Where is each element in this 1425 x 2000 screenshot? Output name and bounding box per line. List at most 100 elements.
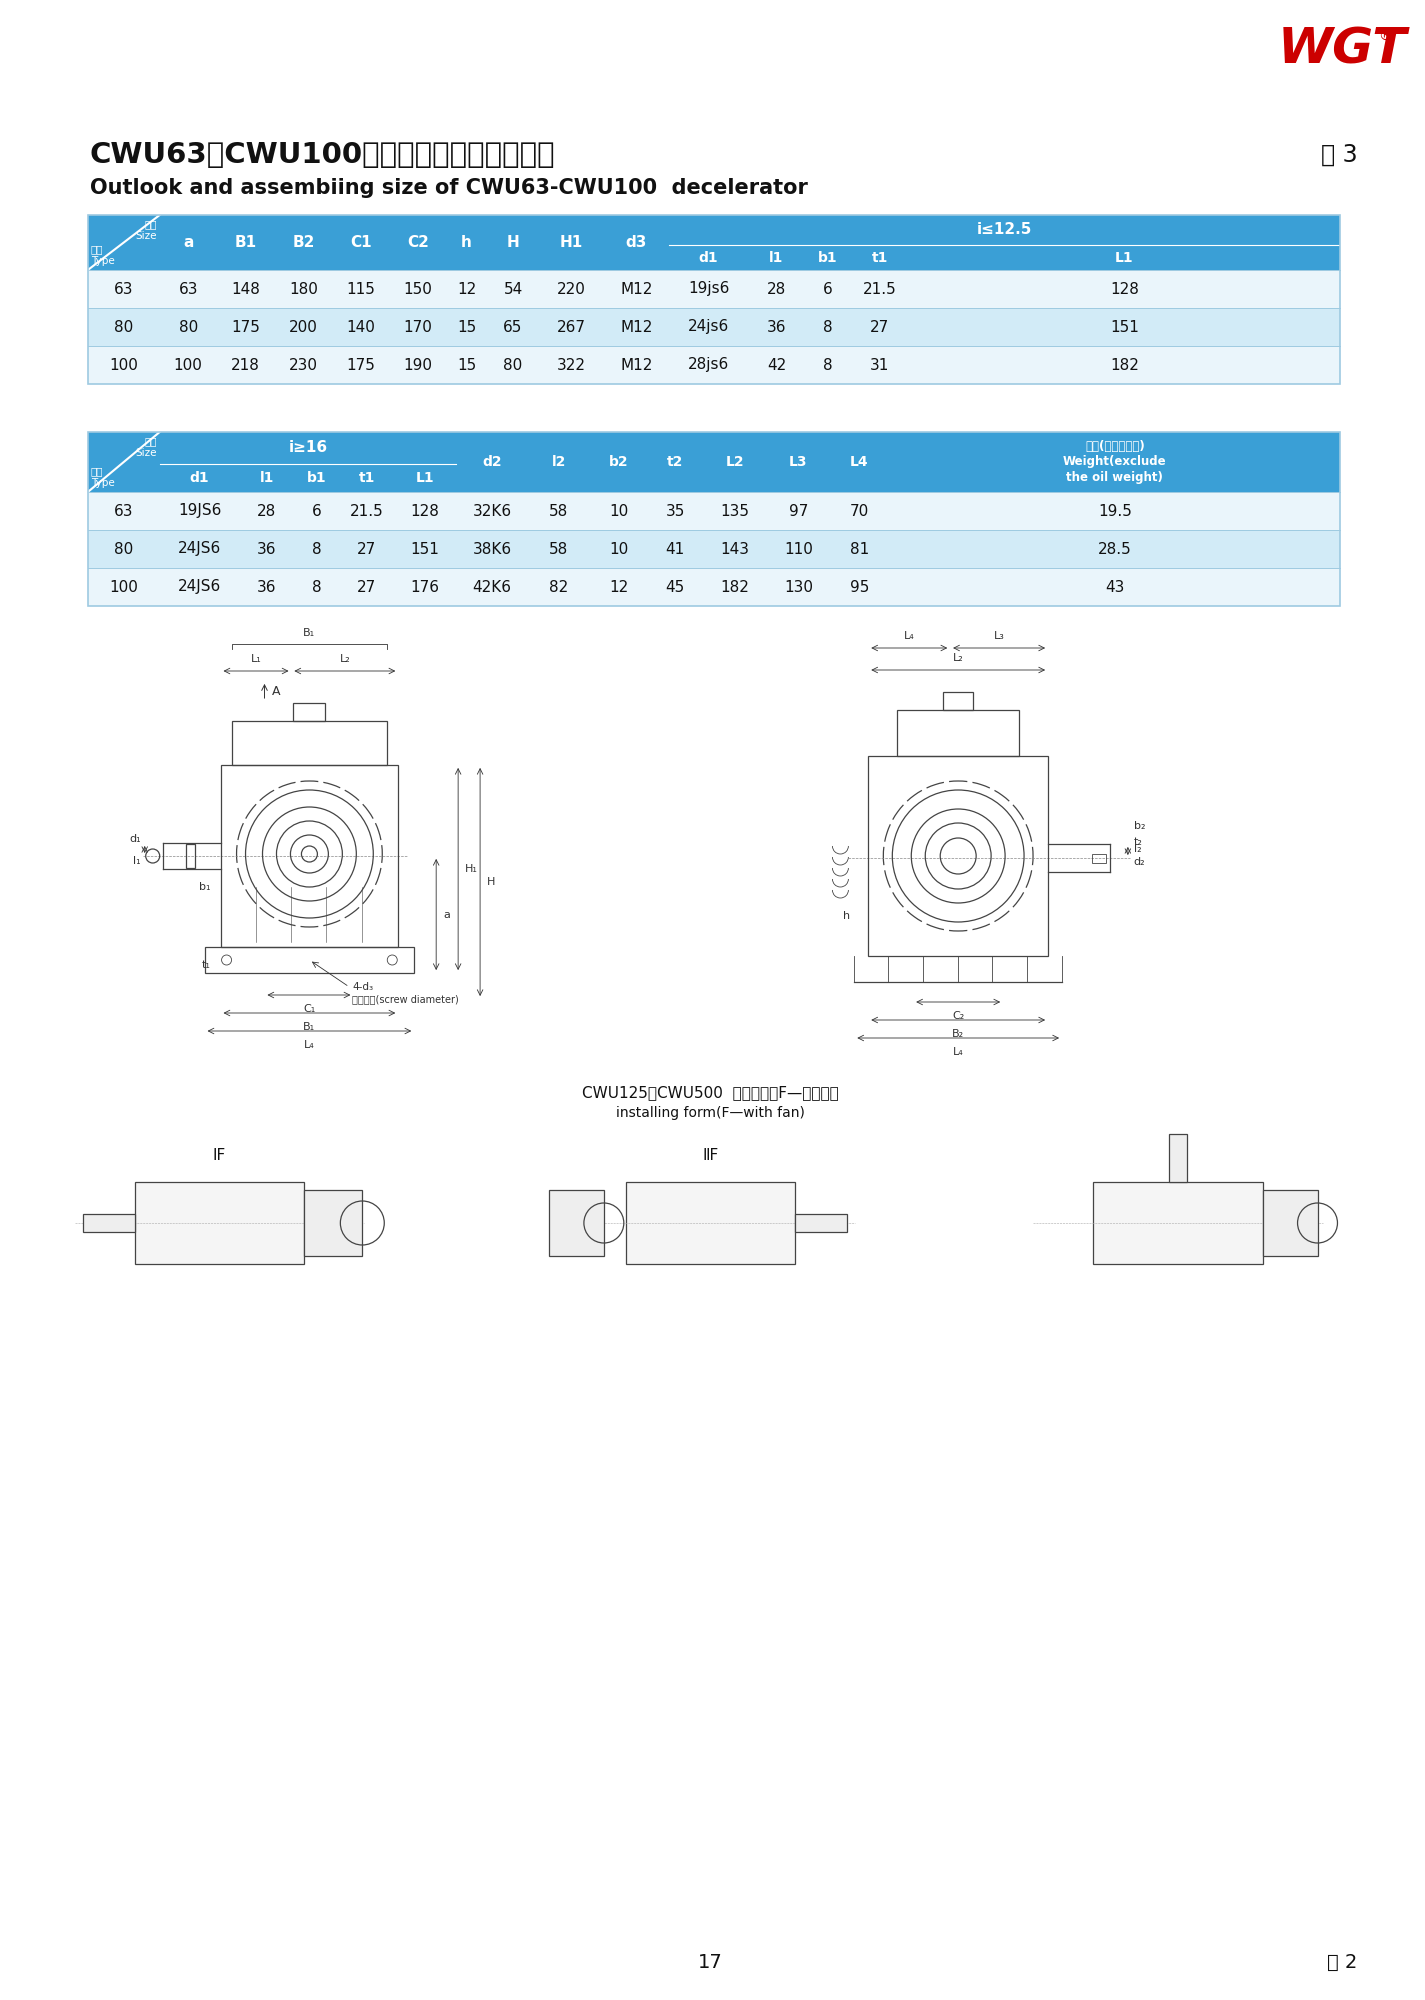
Text: 尺寸
Size: 尺寸 Size xyxy=(135,436,157,458)
Bar xyxy=(88,432,1341,492)
Text: 10: 10 xyxy=(610,504,628,518)
Text: 148: 148 xyxy=(231,282,259,296)
Text: ®: ® xyxy=(1378,30,1392,44)
Text: M12: M12 xyxy=(620,282,653,296)
Text: 80: 80 xyxy=(114,542,134,556)
Text: C₂: C₂ xyxy=(952,1012,965,1020)
Text: 63: 63 xyxy=(114,282,134,296)
Text: 6: 6 xyxy=(312,504,322,518)
Text: h: h xyxy=(462,234,472,250)
Text: 43: 43 xyxy=(1106,580,1124,594)
Bar xyxy=(1093,1182,1263,1264)
Bar xyxy=(135,1182,305,1264)
Text: ⅠF: ⅠF xyxy=(212,1148,227,1162)
Bar xyxy=(205,948,415,974)
Bar xyxy=(88,492,1341,530)
Text: 63: 63 xyxy=(114,504,134,518)
Text: 24JS6: 24JS6 xyxy=(178,542,221,556)
Text: L4: L4 xyxy=(851,456,869,468)
Text: 175: 175 xyxy=(346,358,375,372)
Text: L₄: L₄ xyxy=(304,1040,315,1050)
Text: 24js6: 24js6 xyxy=(688,320,730,334)
Text: t1: t1 xyxy=(359,470,375,484)
Text: 322: 322 xyxy=(557,358,586,372)
Bar xyxy=(898,710,1019,756)
Text: L₁: L₁ xyxy=(251,654,261,664)
Text: installing form(F—with fan): installing form(F—with fan) xyxy=(616,1106,805,1120)
Bar xyxy=(83,1214,135,1232)
Bar xyxy=(221,764,398,948)
Text: b1: b1 xyxy=(818,250,838,264)
Text: 80: 80 xyxy=(178,320,198,334)
Text: b₂: b₂ xyxy=(1134,820,1146,832)
Text: 28.5: 28.5 xyxy=(1099,542,1131,556)
Text: b1: b1 xyxy=(308,470,326,484)
Text: 150: 150 xyxy=(403,282,432,296)
Text: d₁: d₁ xyxy=(130,834,141,844)
Text: 230: 230 xyxy=(289,358,318,372)
Text: 重量(不包括油重)
Weight(exclude
the oil weight): 重量(不包括油重) Weight(exclude the oil weight) xyxy=(1063,440,1167,484)
Text: 8: 8 xyxy=(312,580,322,594)
Text: L₂: L₂ xyxy=(953,652,963,664)
Text: L₃: L₃ xyxy=(993,632,1005,640)
Text: B₁: B₁ xyxy=(304,628,315,638)
Text: 19JS6: 19JS6 xyxy=(178,504,221,518)
Bar xyxy=(88,270,1341,308)
Text: 10: 10 xyxy=(610,542,628,556)
Text: 42K6: 42K6 xyxy=(473,580,512,594)
Text: 81: 81 xyxy=(849,542,869,556)
Text: 100: 100 xyxy=(110,580,138,594)
Text: 12: 12 xyxy=(610,580,628,594)
Bar xyxy=(1168,1134,1187,1182)
Text: 27: 27 xyxy=(871,320,889,334)
Text: L₄: L₄ xyxy=(953,1048,963,1056)
Text: 70: 70 xyxy=(849,504,869,518)
Text: CWU63～CWU100型减速器外形及安装尺寸: CWU63～CWU100型减速器外形及安装尺寸 xyxy=(90,140,556,170)
Text: 176: 176 xyxy=(410,580,440,594)
Text: 31: 31 xyxy=(871,358,889,372)
Text: 41: 41 xyxy=(665,542,685,556)
Text: b₁: b₁ xyxy=(200,882,211,892)
Text: l2: l2 xyxy=(551,456,566,468)
Text: t1: t1 xyxy=(872,250,888,264)
Text: i≤12.5: i≤12.5 xyxy=(978,222,1032,238)
Text: i≥16: i≥16 xyxy=(288,440,328,456)
Text: 182: 182 xyxy=(721,580,750,594)
Text: 36: 36 xyxy=(258,580,276,594)
Bar xyxy=(305,1190,362,1256)
Text: 4-d₃: 4-d₃ xyxy=(352,982,373,992)
Text: 82: 82 xyxy=(549,580,569,594)
Bar xyxy=(549,1190,604,1256)
Text: 80: 80 xyxy=(503,358,523,372)
Text: B1: B1 xyxy=(235,234,256,250)
Text: 135: 135 xyxy=(721,504,750,518)
Text: C₁: C₁ xyxy=(304,1004,315,1014)
Text: WGT: WGT xyxy=(1278,26,1406,74)
Text: 12: 12 xyxy=(457,282,476,296)
Text: 21.5: 21.5 xyxy=(864,282,896,296)
Bar xyxy=(943,692,973,710)
Bar xyxy=(626,1182,795,1264)
Text: 175: 175 xyxy=(231,320,259,334)
Text: 190: 190 xyxy=(403,358,432,372)
Text: 28js6: 28js6 xyxy=(688,358,730,372)
Text: 151: 151 xyxy=(410,542,440,556)
Text: H: H xyxy=(487,876,496,888)
Text: 36: 36 xyxy=(767,320,787,334)
Text: 95: 95 xyxy=(849,580,869,594)
Text: 182: 182 xyxy=(1110,358,1139,372)
Text: d₂: d₂ xyxy=(1134,856,1146,868)
Text: 54: 54 xyxy=(503,282,523,296)
Text: 267: 267 xyxy=(557,320,586,334)
Text: 表 3: 表 3 xyxy=(1321,144,1358,168)
Text: A: A xyxy=(272,684,279,698)
Text: t₁: t₁ xyxy=(202,960,211,970)
Text: l₂: l₂ xyxy=(1134,844,1141,854)
Text: 35: 35 xyxy=(665,504,685,518)
Bar xyxy=(1092,854,1106,864)
Text: 130: 130 xyxy=(784,580,814,594)
Text: 6: 6 xyxy=(824,282,832,296)
Text: 27: 27 xyxy=(358,580,376,594)
Text: H₁: H₁ xyxy=(465,864,477,874)
Text: 63: 63 xyxy=(178,282,198,296)
